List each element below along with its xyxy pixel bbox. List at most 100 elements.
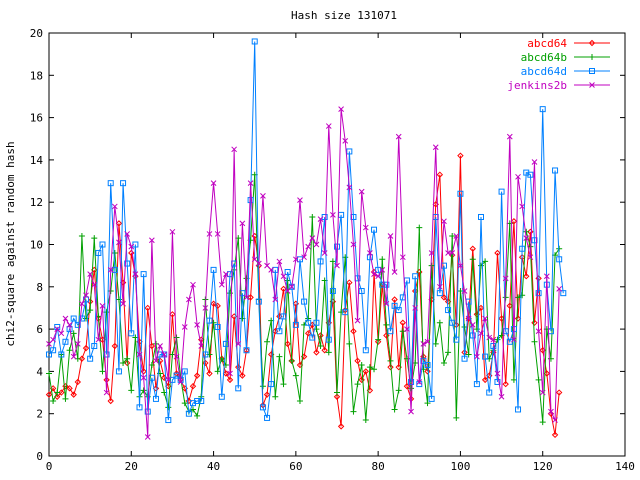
data-point: [461, 288, 468, 294]
data-point: [346, 148, 353, 155]
data-point: [305, 319, 312, 326]
data-point: [194, 412, 201, 419]
data-point: [222, 370, 230, 377]
data-point: [552, 167, 559, 174]
data-point: [424, 362, 431, 369]
data-point: [140, 374, 147, 381]
data-point: [66, 385, 73, 392]
data-point: [465, 351, 472, 358]
data-point: [136, 404, 143, 411]
data-point: [337, 423, 345, 430]
data-point: [515, 294, 522, 301]
data-point: [334, 389, 340, 396]
data-point: [128, 243, 135, 250]
data-point: [354, 381, 361, 388]
data-point: [78, 315, 85, 322]
data-point: [45, 391, 53, 398]
data-point: [193, 372, 201, 379]
data-point: [194, 322, 200, 328]
data-point: [358, 188, 365, 195]
y-tick-label: 4: [36, 365, 43, 378]
data-point: [457, 190, 464, 197]
data-point: [473, 326, 480, 333]
data-point: [551, 431, 559, 439]
data-point: [494, 378, 501, 385]
data-point: [399, 319, 407, 326]
data-point: [358, 362, 365, 369]
data-point: [478, 262, 484, 269]
data-point: [280, 285, 287, 293]
data-point: [473, 381, 480, 388]
data-point: [70, 353, 77, 360]
data-point: [502, 294, 509, 301]
data-point: [260, 193, 266, 199]
data-point: [214, 323, 221, 330]
data-point: [202, 359, 209, 367]
data-point: [440, 359, 447, 366]
data-point: [391, 406, 398, 413]
data-point: [259, 383, 266, 390]
data-point: [469, 245, 476, 252]
data-point: [411, 287, 419, 295]
data-point: [87, 307, 94, 314]
data-point: [74, 341, 81, 347]
data-point: [251, 38, 258, 45]
data-point: [535, 328, 542, 335]
data-point: [403, 382, 411, 390]
data-point: [58, 351, 65, 358]
data-point: [173, 372, 180, 379]
data-point: [391, 296, 398, 303]
data-point: [510, 218, 518, 225]
data-point: [226, 376, 234, 384]
data-point: [54, 389, 61, 396]
axis-ticks: 0 20 40 60 80 100 120 140 0 2 4 6 8 10 12 14 16 18 20: [30, 27, 635, 473]
data-point: [552, 417, 558, 423]
data-point: [371, 366, 378, 373]
data-point: [235, 363, 242, 371]
data-point: [313, 241, 320, 248]
data-point: [181, 400, 188, 407]
data-point: [543, 273, 550, 280]
data-point: [391, 302, 398, 309]
data-point: [383, 321, 390, 328]
data-point: [268, 267, 275, 273]
data-point: [144, 304, 151, 312]
data-point: [218, 281, 225, 288]
data-point: [375, 266, 382, 273]
data-point: [288, 283, 295, 290]
data-point: [358, 288, 365, 295]
data-point: [519, 292, 526, 299]
data-point: [206, 370, 213, 377]
data-point: [107, 288, 114, 295]
data-point: [354, 357, 361, 365]
y-tick-label: 0: [36, 450, 43, 463]
data-point: [91, 343, 98, 350]
data-point: [214, 368, 221, 375]
data-point: [189, 382, 197, 390]
legend-marker: [589, 68, 595, 74]
data-point: [259, 404, 266, 411]
data-point: [276, 328, 283, 335]
data-point: [362, 224, 369, 231]
data-point: [342, 309, 349, 316]
data-point: [338, 106, 344, 112]
data-point: [387, 233, 394, 239]
data-point: [87, 355, 94, 362]
data-point: [481, 376, 489, 384]
data-point: [416, 379, 423, 385]
data-point: [91, 281, 98, 288]
data-point: [523, 235, 530, 242]
data-point: [120, 359, 127, 366]
legend-marker: [588, 39, 596, 47]
series-line-abcd64d: [48, 41, 564, 421]
data-point: [362, 368, 370, 375]
data-point: [144, 434, 151, 440]
data-point: [486, 389, 493, 396]
data-point: [272, 296, 279, 303]
legend-label: abcd64b: [521, 51, 567, 64]
data-point: [165, 377, 172, 383]
data-point: [79, 300, 85, 307]
data-point: [223, 271, 229, 277]
data-point: [210, 266, 217, 273]
data-point: [255, 260, 262, 267]
